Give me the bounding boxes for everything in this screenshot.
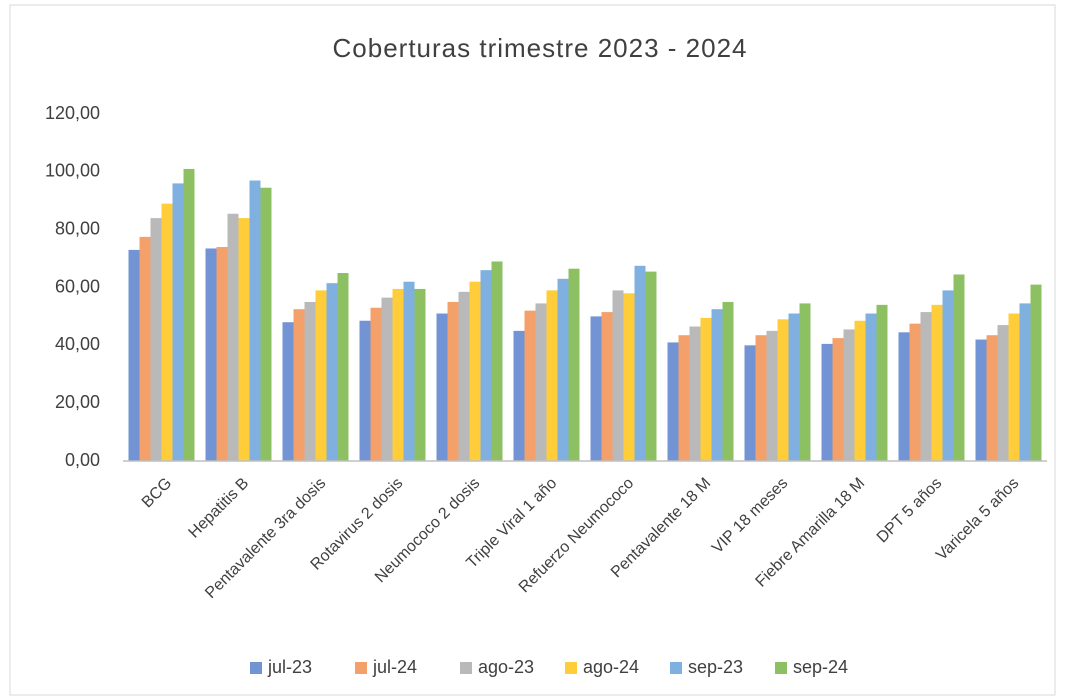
bar: [293, 309, 305, 461]
bar: [623, 293, 635, 461]
bar: [590, 316, 602, 461]
bar: [876, 304, 888, 461]
bar: [953, 274, 965, 461]
bar: [1030, 284, 1042, 461]
bar: [634, 265, 646, 461]
bar: [711, 309, 723, 461]
bar: [601, 312, 613, 461]
bar: [755, 335, 767, 461]
bar: [513, 330, 525, 461]
legend-swatch: [250, 662, 262, 674]
bar: [337, 273, 349, 461]
bar: [854, 320, 866, 461]
bar: [436, 313, 448, 461]
bar: [315, 290, 327, 461]
bar: [458, 291, 470, 461]
bar: [612, 290, 624, 461]
bar: [183, 168, 195, 462]
chart-title: Coberturas trimestre 2023 - 2024: [333, 33, 748, 63]
bar: [150, 218, 162, 461]
legend-label: ago-23: [478, 657, 534, 677]
legend-label: ago-24: [583, 657, 639, 677]
legend-label: sep-24: [793, 657, 848, 677]
bar: [535, 303, 547, 461]
x-tick-label: Varicela 5 años: [933, 475, 1022, 564]
x-tick-label: VIP 18 meses: [709, 475, 791, 557]
bar: [172, 183, 184, 461]
bar: [370, 307, 382, 461]
bar: [678, 335, 690, 461]
bar: [469, 281, 481, 461]
bar: [480, 270, 492, 461]
bar: [568, 268, 580, 461]
bar: [799, 303, 811, 461]
y-tick-label: 0,00: [65, 450, 100, 470]
bar: [447, 301, 459, 461]
bar: [227, 213, 239, 461]
y-tick-label: 100,00: [45, 161, 100, 181]
x-tick-label: DPT 5 años: [874, 475, 946, 547]
bar: [304, 301, 316, 461]
bar: [744, 345, 756, 461]
bar: [722, 301, 734, 461]
x-tick-label: BCG: [139, 475, 176, 512]
bar: [843, 329, 855, 461]
bar: [975, 339, 987, 461]
bar: [260, 187, 272, 462]
bar: [414, 288, 426, 461]
y-tick-label: 80,00: [55, 218, 100, 238]
legend-label: jul-23: [267, 657, 312, 677]
legend-swatch: [565, 662, 577, 674]
bar: [238, 218, 250, 461]
y-tick-label: 120,00: [45, 103, 100, 123]
bar: [1019, 303, 1031, 461]
bar: [865, 313, 877, 461]
bar: [282, 322, 294, 461]
bar: [326, 283, 338, 461]
bar: [689, 326, 701, 461]
bar: [777, 319, 789, 461]
legend-swatch: [670, 662, 682, 674]
bar: [942, 290, 954, 461]
legend-label: sep-23: [688, 657, 743, 677]
bar: [898, 332, 910, 461]
bar: [128, 249, 140, 461]
bar: [821, 343, 833, 461]
bar: [1008, 313, 1020, 461]
legend-swatch: [355, 662, 367, 674]
bar: [700, 317, 712, 461]
chart-frame: [9, 4, 1056, 696]
bar: [139, 236, 151, 461]
y-tick-label: 40,00: [55, 334, 100, 354]
bar: [986, 335, 998, 461]
legend-label: jul-24: [372, 657, 417, 677]
bar: [766, 330, 778, 461]
bar: [205, 248, 217, 461]
bar: [161, 203, 173, 461]
bar: [359, 320, 371, 461]
bar: [403, 281, 415, 461]
y-tick-label: 20,00: [55, 392, 100, 412]
bar: [392, 288, 404, 461]
bar: [645, 271, 657, 461]
bar: [832, 338, 844, 461]
bar: [997, 325, 1009, 461]
bar: [546, 290, 558, 461]
bar: [491, 261, 503, 461]
bar: [931, 304, 943, 461]
legend-swatch: [775, 662, 787, 674]
bar: [909, 323, 921, 461]
bar: [381, 297, 393, 461]
bar: [788, 313, 800, 461]
bar: [557, 278, 569, 461]
bar: [667, 342, 679, 461]
bar: [249, 180, 261, 461]
bar: [920, 312, 932, 461]
x-tick-label: Hepatitis B: [186, 475, 253, 542]
bar: [524, 310, 536, 461]
y-tick-label: 60,00: [55, 276, 100, 296]
legend-swatch: [460, 662, 472, 674]
bar: [216, 247, 228, 461]
